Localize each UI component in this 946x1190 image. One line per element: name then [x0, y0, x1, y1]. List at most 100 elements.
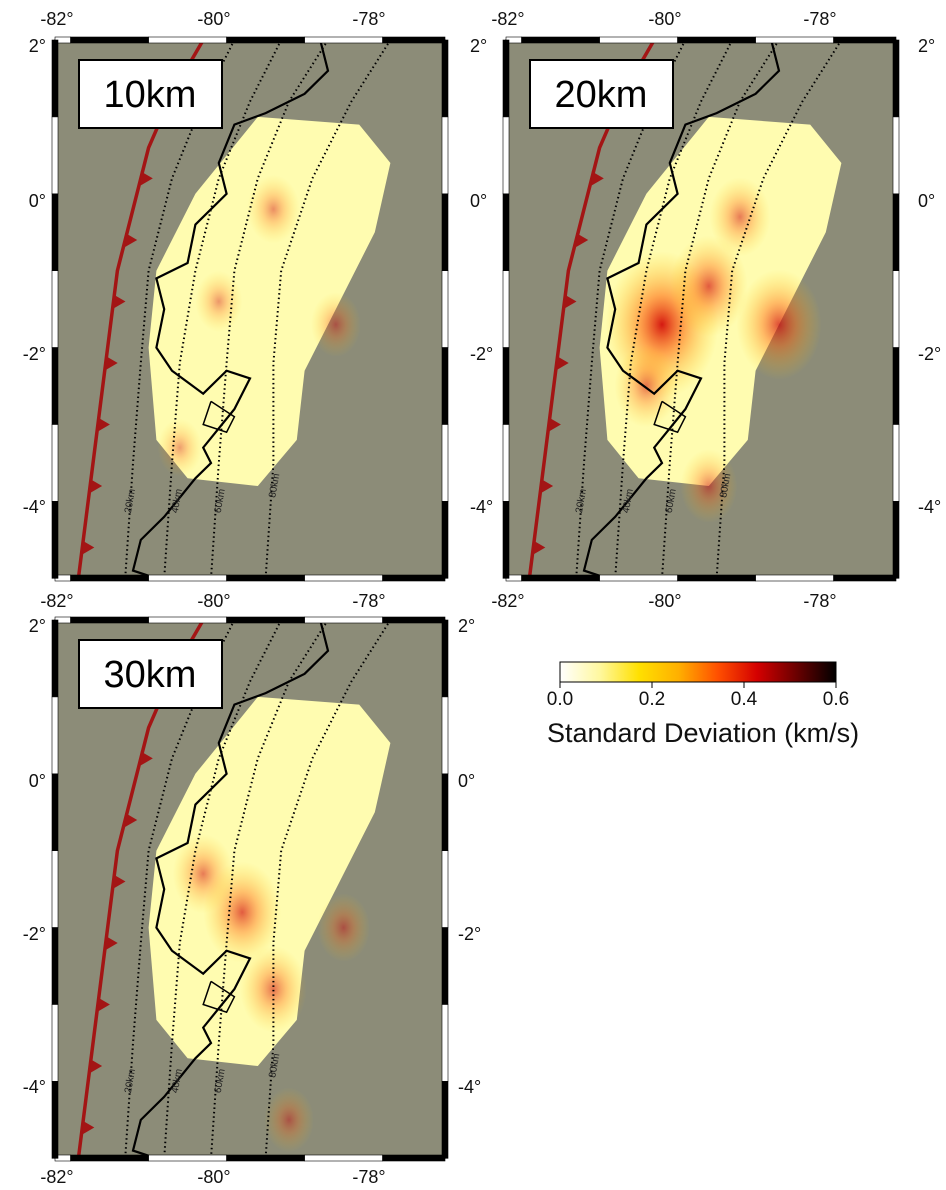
- trench-tooth: [125, 232, 138, 247]
- depth-contour-label: 40km: [621, 488, 636, 514]
- coastline: [582, 39, 781, 580]
- trench-tooth: [82, 1120, 95, 1135]
- lon-tick-label: -80°: [197, 1167, 230, 1187]
- uncertainty-hotspot: [264, 1087, 314, 1153]
- depth-contour: [264, 619, 392, 1159]
- depth-contour-label: 60km: [213, 488, 228, 514]
- trench-tooth: [125, 812, 138, 827]
- trench-tooth: [97, 417, 110, 432]
- depth-contour: [210, 39, 329, 579]
- gulf-coastline: [202, 400, 236, 434]
- colorbar-tick-label: 0.6: [823, 689, 849, 710]
- map-frame: [51, 36, 449, 582]
- uncertainty-hotspot: [310, 292, 361, 358]
- lat-tick-label: 0°: [918, 191, 935, 211]
- colorbar-tick-label: 0.0: [547, 689, 573, 710]
- colorbar-scale: [559, 661, 837, 683]
- coastline: [131, 619, 330, 1160]
- lat-tick-label: 0°: [29, 191, 46, 211]
- lon-labels-mid-left: -82° -80° -78°: [40, 591, 385, 611]
- panel-title: 10km: [104, 74, 197, 116]
- trench-tooth: [591, 171, 604, 186]
- trench-tooth: [576, 232, 589, 247]
- map-panel-10km: 20km 40km 60km 80km 10km: [51, 36, 449, 582]
- uncertainty-hotspots: [172, 833, 370, 1153]
- trench-tooth: [105, 935, 118, 950]
- lat-tick-label: -2°: [23, 924, 46, 944]
- lon-tick-label: -82°: [40, 1167, 73, 1187]
- lat-tick-label: 2°: [29, 36, 46, 56]
- depth-label-box: [78, 59, 223, 129]
- gulf-coastline: [653, 400, 687, 434]
- lat-tick-label: 2°: [470, 36, 487, 56]
- lat-tick-label: 2°: [458, 616, 475, 636]
- uncertainty-hotspot: [736, 269, 822, 380]
- trench-tooth: [556, 355, 569, 370]
- uncertainty-hotspot: [680, 448, 738, 524]
- depth-contour: [210, 619, 329, 1159]
- colorbar-title: Standard Deviation (km/s): [547, 718, 859, 748]
- map-frame: [51, 616, 449, 1162]
- lon-tick-label: -80°: [197, 591, 230, 611]
- lon-tick-label: -82°: [491, 9, 524, 29]
- trench-tooth: [541, 479, 554, 494]
- depth-contour: [163, 619, 283, 1159]
- lon-tick-label: -78°: [352, 1167, 385, 1187]
- lat-labels-left-top: 2° 0° -2° -4°: [23, 36, 46, 517]
- lat-tick-label: -2°: [458, 924, 481, 944]
- lat-labels-right-bottom: 2° 0° -2° -4°: [458, 616, 481, 1097]
- depth-contour-label: 80km: [718, 473, 733, 499]
- depth-label-box: [78, 639, 223, 709]
- map-panel-20km: 20km 40km 60km 80km 20km: [502, 36, 900, 582]
- lat-tick-label: -2°: [23, 344, 46, 364]
- lon-tick-label: -80°: [197, 9, 230, 29]
- trench-tooth: [564, 294, 577, 309]
- lat-labels-middle: 2° 0° -2° -4°: [470, 36, 493, 517]
- lon-tick-label: -78°: [803, 9, 836, 29]
- uncertainty-hotspot: [172, 833, 234, 914]
- trench-tooth: [113, 874, 126, 889]
- lon-tick-label: -80°: [648, 9, 681, 29]
- trench-tooth: [548, 417, 561, 432]
- depth-contour-label: 20km: [123, 1068, 138, 1094]
- depth-contour-label: 80km: [267, 1053, 282, 1079]
- trench-tooth: [82, 540, 95, 555]
- lat-tick-label: -4°: [23, 1077, 46, 1097]
- depth-contour: [264, 39, 392, 579]
- lat-tick-label: -4°: [470, 497, 493, 517]
- lon-tick-label: -82°: [40, 9, 73, 29]
- trench-tooth: [140, 171, 153, 186]
- trench-tooth: [97, 997, 110, 1012]
- lon-tick-label: -78°: [803, 591, 836, 611]
- trench-tooth: [90, 479, 103, 494]
- depth-contour-label: 60km: [213, 1068, 228, 1094]
- map-frame: [502, 36, 900, 582]
- map-panel-30km: 20km 40km 60km 80km 30km: [51, 616, 449, 1162]
- panel-title: 20km: [555, 74, 648, 116]
- depth-contour-label: 20km: [123, 488, 138, 514]
- lat-tick-label: 2°: [29, 616, 46, 636]
- lon-labels-top-right: -82° -80° -78°: [491, 9, 836, 29]
- colorbar-tick-label: 0.4: [731, 689, 758, 710]
- lon-tick-label: -82°: [40, 591, 73, 611]
- depth-contour-label: 80km: [267, 473, 282, 499]
- lon-tick-label: -82°: [491, 591, 524, 611]
- depth-contour: [614, 39, 734, 579]
- colorbar: 0.0 0.2 0.4 0.6 Standard Deviation (km/s…: [547, 661, 859, 748]
- lat-tick-label: 0°: [458, 771, 475, 791]
- uncertainty-hotspot: [195, 270, 243, 333]
- lon-tick-label: -78°: [352, 591, 385, 611]
- depth-contour-label: 60km: [664, 488, 679, 514]
- depth-label-box: [529, 59, 674, 129]
- lat-labels-left-bottom: 2° 0° -2° -4°: [23, 616, 46, 1097]
- depth-contour-label: 40km: [170, 488, 185, 514]
- lon-labels-top-left: -82° -80° -78°: [40, 9, 385, 29]
- lon-labels-mid-right: -82° -80° -78°: [491, 591, 836, 611]
- depth-contour: [163, 39, 283, 579]
- uncertainty-hotspot: [709, 177, 771, 257]
- resolved-region: [148, 116, 391, 487]
- lat-tick-label: -2°: [918, 344, 941, 364]
- trench-tooth: [140, 751, 153, 766]
- lat-tick-label: -4°: [458, 1077, 481, 1097]
